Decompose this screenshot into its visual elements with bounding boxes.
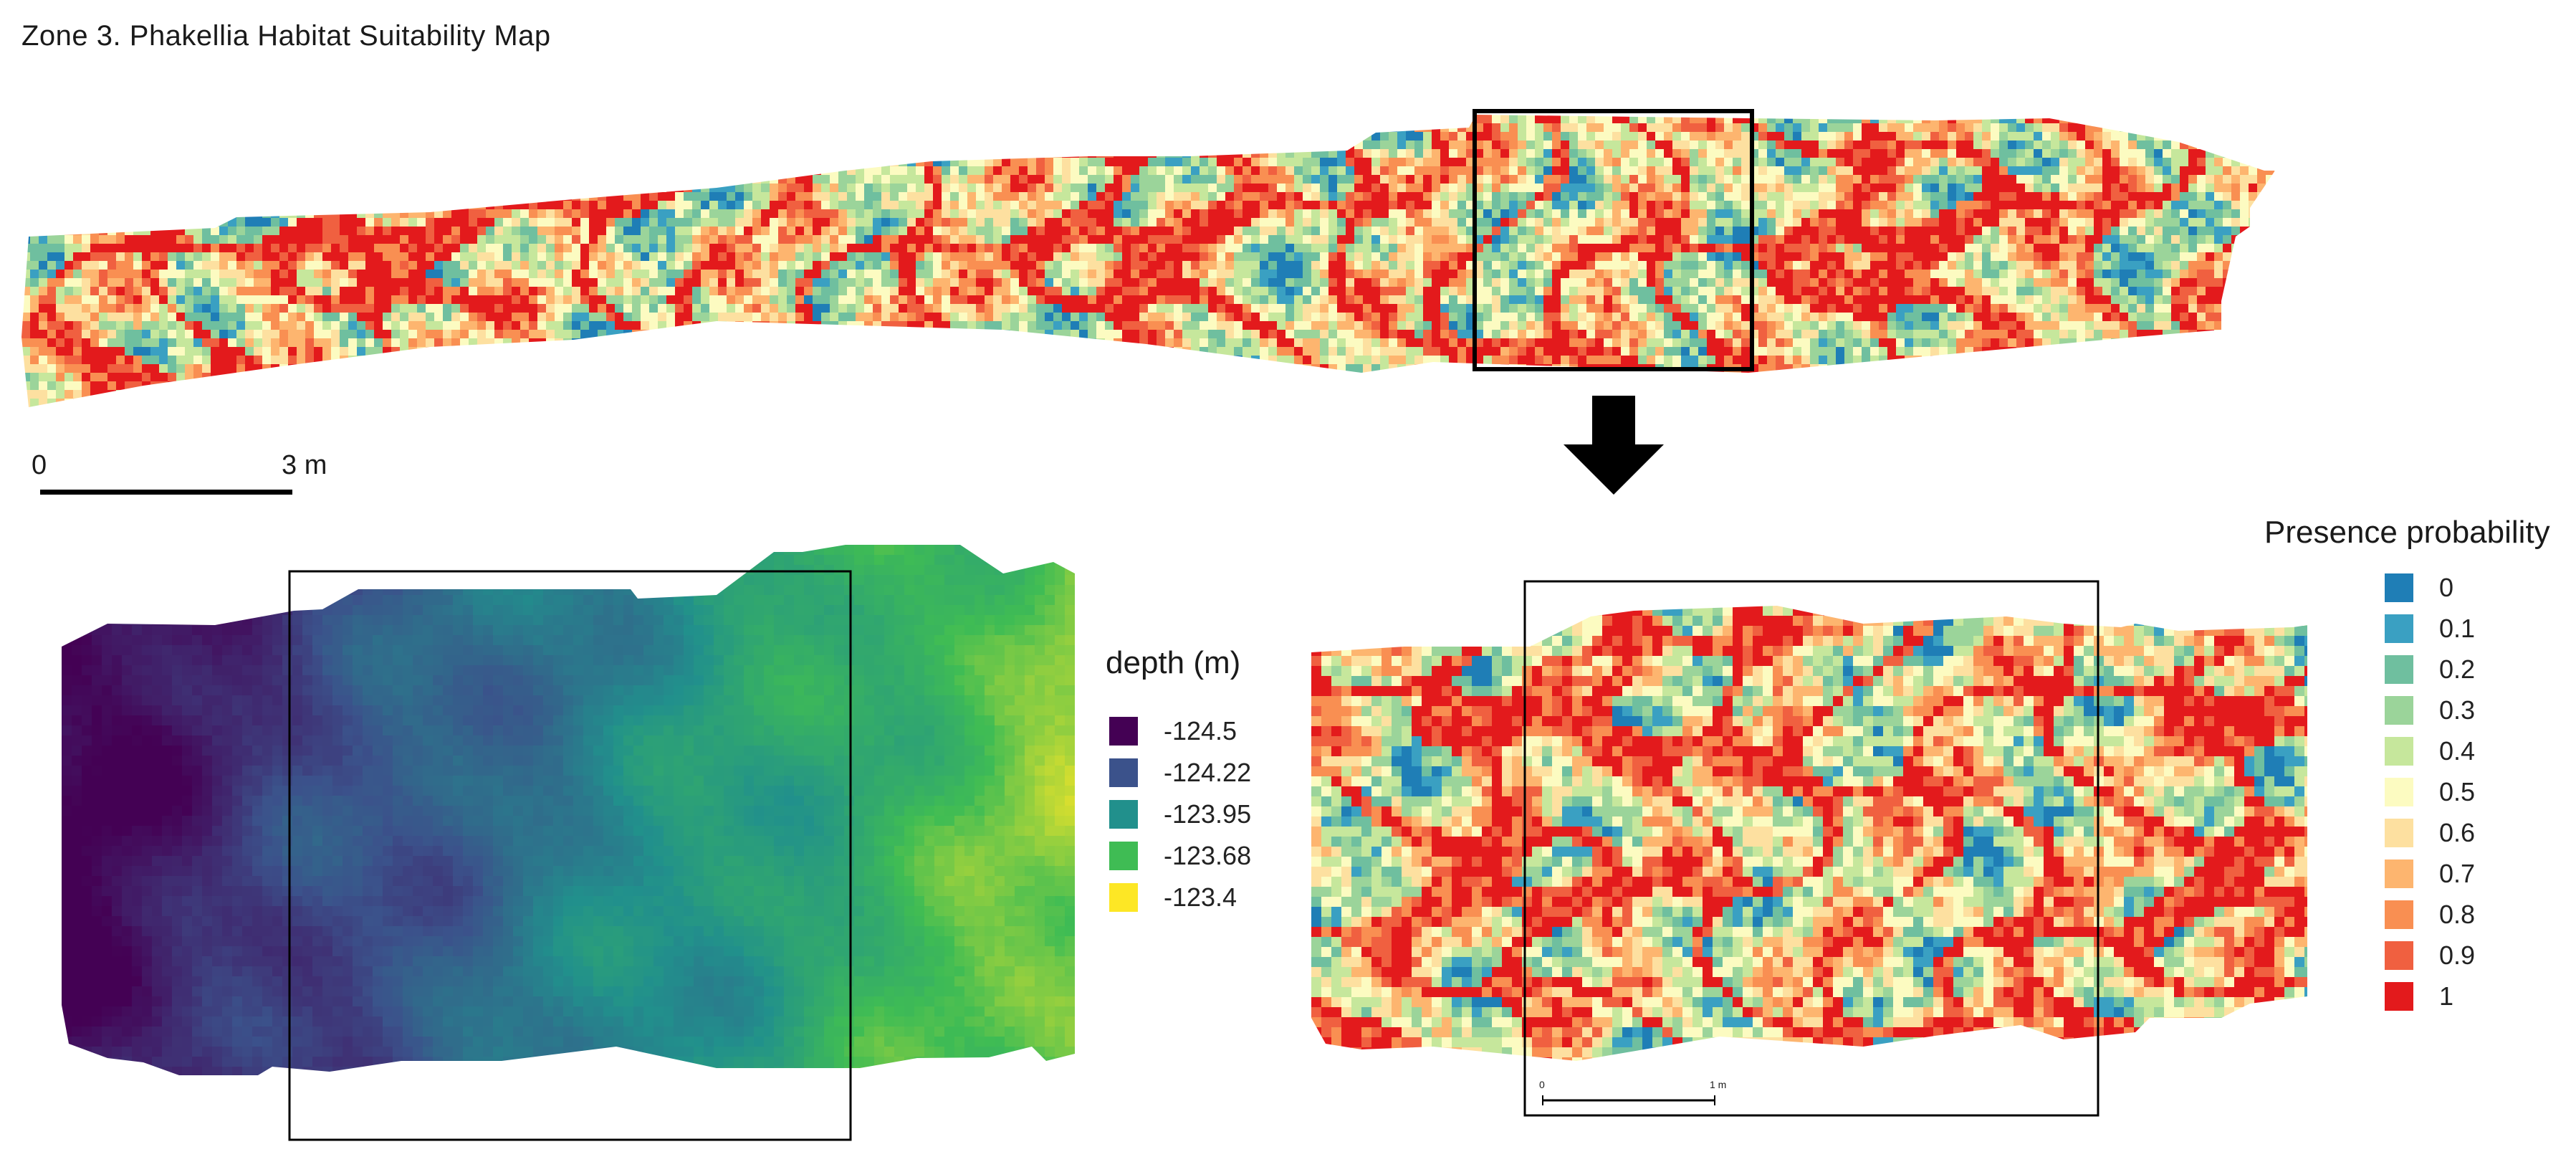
legend-label: -124.5 xyxy=(1164,716,1237,746)
legend-label: -123.95 xyxy=(1164,799,1252,829)
legend-label: 0.6 xyxy=(2439,818,2476,847)
legend-swatch xyxy=(1109,758,1138,787)
legend-item: 1 xyxy=(2385,981,2454,1011)
legend-item: 0.5 xyxy=(2385,777,2476,806)
legend-swatch xyxy=(2385,778,2413,806)
scale-bar-top xyxy=(40,490,292,495)
legend-item: 0.6 xyxy=(2385,818,2476,847)
depth-zoom-frame xyxy=(288,570,852,1141)
scale-bar-inset-start-label: 0 xyxy=(1539,1079,1545,1090)
legend-swatch xyxy=(2385,819,2413,847)
legend-item: -124.5 xyxy=(1109,716,1237,746)
legend-swatch xyxy=(2385,941,2413,970)
legend-item: 0.1 xyxy=(2385,614,2475,643)
legend-swatch xyxy=(2385,982,2413,1011)
legend-swatch xyxy=(1109,842,1138,870)
depth-legend-title: depth (m) xyxy=(1106,645,1241,680)
legend-label: -123.4 xyxy=(1164,882,1237,912)
zoom-extent-frame xyxy=(1473,109,1754,371)
legend-item: 0 xyxy=(2385,573,2453,602)
legend-label: 1 xyxy=(2439,981,2454,1011)
legend-swatch xyxy=(2385,859,2413,888)
legend-swatch xyxy=(2385,900,2413,929)
legend-swatch xyxy=(2385,737,2413,766)
legend-item: 0.7 xyxy=(2385,859,2475,888)
scale-bar-inset-end-label: 1 m xyxy=(1710,1079,1727,1090)
legend-label: 0.3 xyxy=(2439,695,2476,725)
scale-bar-inset xyxy=(1542,1095,1715,1105)
legend-label: 0.5 xyxy=(2439,777,2476,806)
legend-item: -123.95 xyxy=(1109,799,1252,829)
down-arrow-icon xyxy=(1564,396,1664,495)
legend-swatch xyxy=(1109,717,1138,746)
legend-swatch xyxy=(2385,655,2413,684)
legend-label: 0 xyxy=(2439,573,2454,602)
probability-legend-title: Presence probability xyxy=(2264,515,2550,550)
legend-item: 0.4 xyxy=(2385,736,2476,766)
legend-item: 0.2 xyxy=(2385,654,2476,684)
legend-item: 0.9 xyxy=(2385,940,2476,970)
legend-label: 0.1 xyxy=(2439,614,2476,643)
probability-zoom-frame xyxy=(1523,580,2099,1117)
legend-item: 0.8 xyxy=(2385,900,2475,929)
legend-label: 0.2 xyxy=(2439,654,2476,684)
legend-swatch xyxy=(2385,573,2413,602)
scale-bar-top-start-label: 0 xyxy=(32,450,47,480)
legend-label: 0.7 xyxy=(2439,859,2476,888)
legend-label: 0.8 xyxy=(2439,900,2476,929)
legend-swatch xyxy=(2385,696,2413,725)
legend-swatch xyxy=(1109,883,1138,912)
legend-label: 0.9 xyxy=(2439,940,2476,970)
legend-swatch xyxy=(1109,800,1138,829)
scale-bar-top-end-label: 3 m xyxy=(282,450,327,480)
legend-item: 0.3 xyxy=(2385,695,2476,725)
map-title: Zone 3. Phakellia Habitat Suitability Ma… xyxy=(21,20,551,52)
legend-item: -123.68 xyxy=(1109,841,1252,870)
legend-label: -123.68 xyxy=(1164,841,1252,870)
legend-item: -124.22 xyxy=(1109,758,1251,787)
legend-label: -124.22 xyxy=(1164,758,1252,787)
legend-label: 0.4 xyxy=(2439,736,2476,766)
legend-swatch xyxy=(2385,614,2413,643)
legend-item: -123.4 xyxy=(1109,882,1237,912)
